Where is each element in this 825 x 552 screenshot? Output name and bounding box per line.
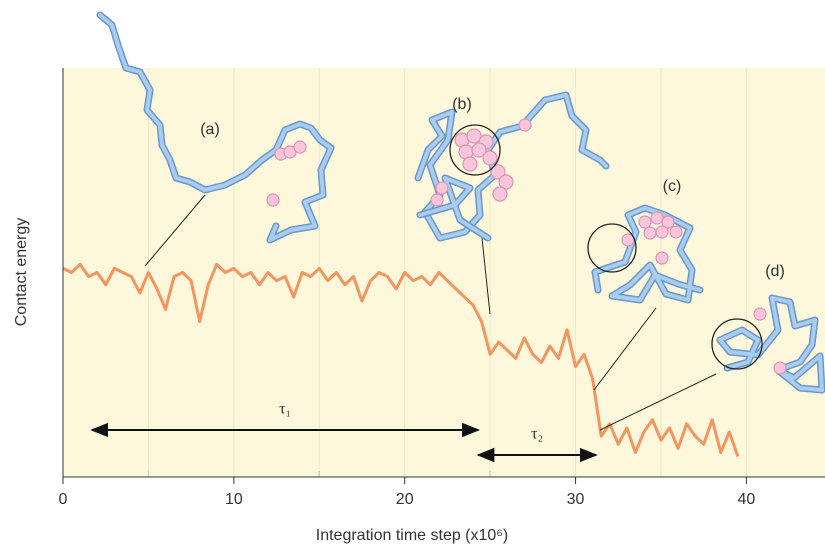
pointer-line — [144, 194, 206, 267]
structure-d — [711, 294, 825, 394]
structure-c — [587, 204, 704, 304]
structure-label: (c) — [663, 178, 682, 195]
interval-label: τ₁ — [279, 401, 291, 418]
pointer-line — [593, 307, 657, 391]
pointer-line — [481, 237, 491, 315]
structure-label: (d) — [765, 263, 785, 280]
series — [62, 262, 740, 458]
x-axis-label: Integration time step (x10⁶) — [316, 527, 508, 544]
x-tick-label: 10 — [225, 491, 243, 508]
structure-label: (b) — [452, 96, 472, 113]
x-tick-label: 20 — [396, 491, 414, 508]
plot-background — [63, 68, 825, 477]
annotations: τ₁ τ₂ (a) (b) (c) (d) — [90, 96, 785, 463]
x-tick-label: 40 — [738, 491, 756, 508]
x-tick-label: 30 — [567, 491, 585, 508]
structure-b — [414, 91, 610, 242]
energy-trace — [62, 262, 740, 458]
x-tick-label: 0 — [59, 491, 68, 508]
structure-a — [96, 11, 335, 244]
pointer-line — [599, 373, 717, 431]
structure-label: (a) — [200, 121, 220, 138]
interval-label: τ₂ — [531, 426, 543, 443]
y-axis-label: Contact energy — [13, 218, 30, 327]
